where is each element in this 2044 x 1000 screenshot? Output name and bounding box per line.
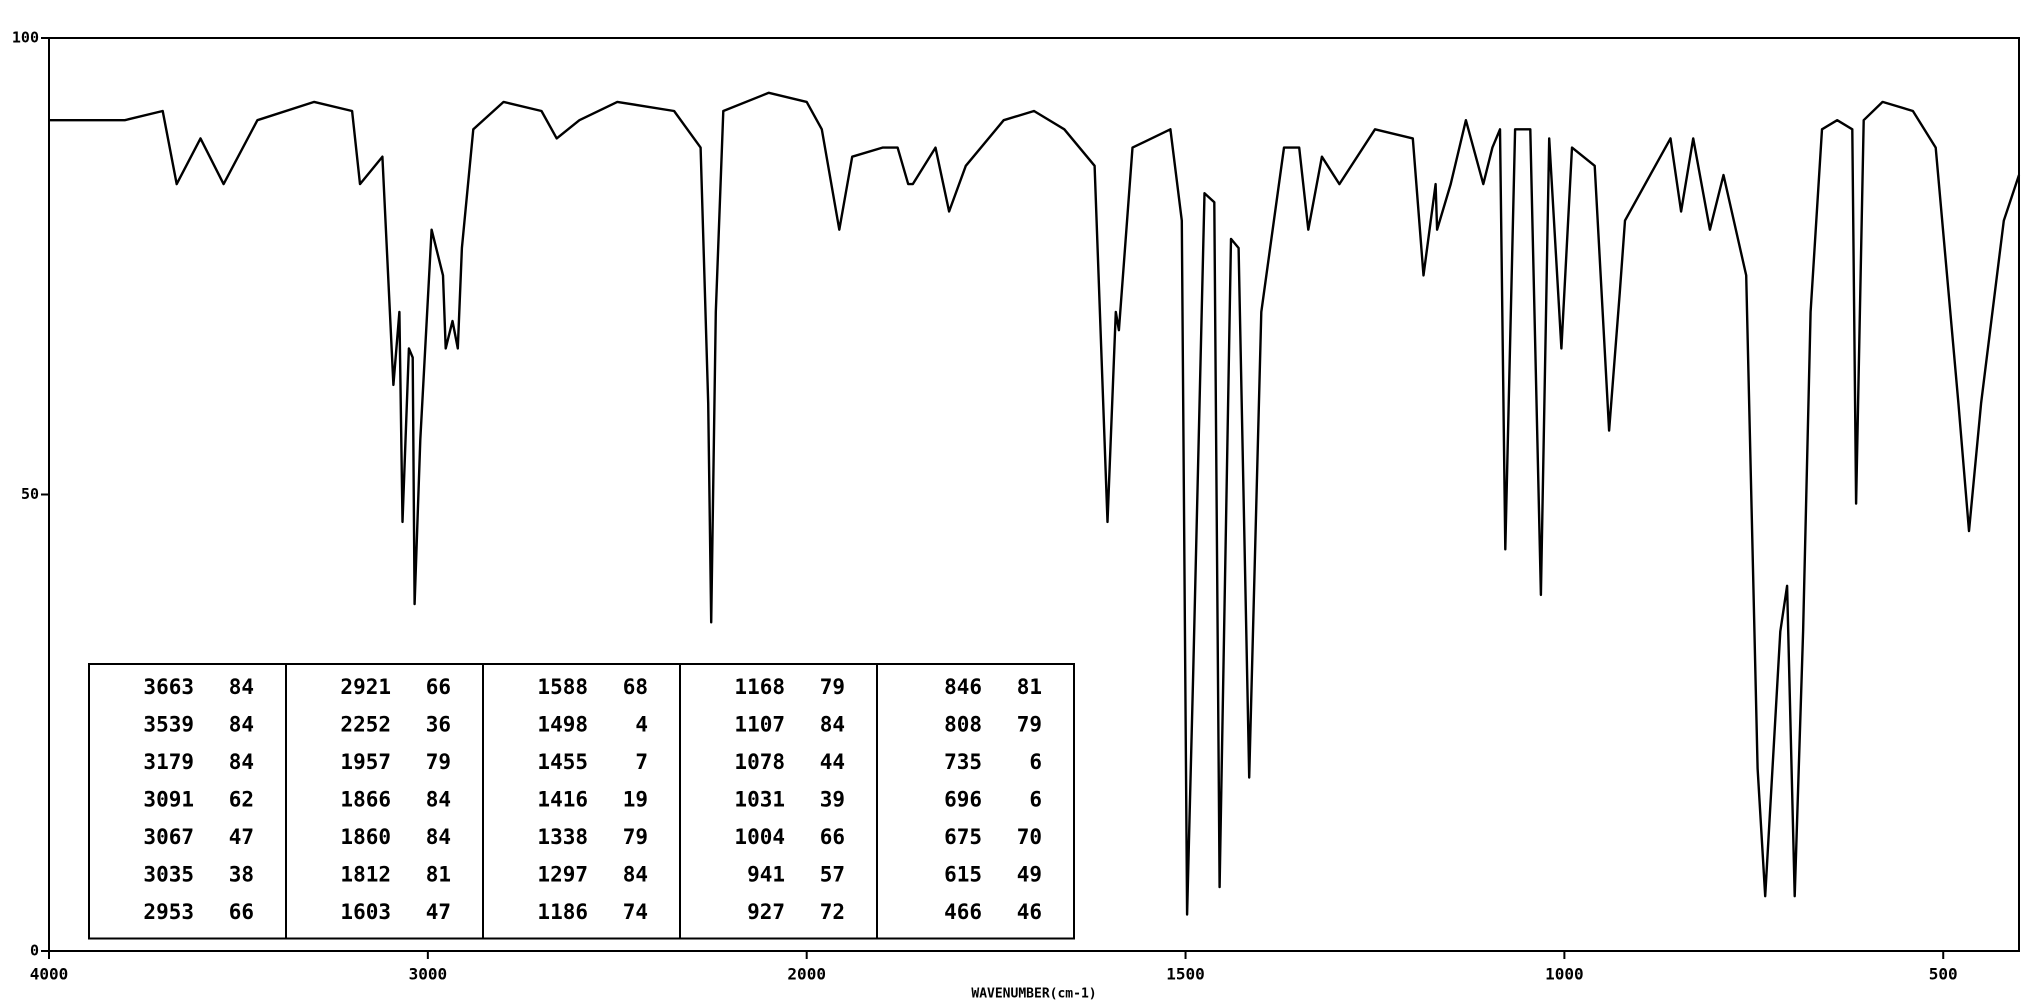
peak-transmittance: 66: [229, 900, 254, 924]
peak-transmittance: 84: [229, 750, 254, 774]
x-tick-label: 1000: [1545, 965, 1584, 984]
peak-transmittance: 6: [1029, 750, 1042, 774]
peak-transmittance: 84: [229, 713, 254, 737]
peak-wavenumber: 1107: [734, 713, 785, 737]
peak-wavenumber: 1498: [537, 713, 588, 737]
x-tick-label: 3000: [409, 965, 448, 984]
peak-transmittance: 47: [229, 825, 254, 849]
y-tick-label: 100: [12, 29, 39, 47]
peak-transmittance: 81: [426, 863, 451, 887]
peak-wavenumber: 1168: [734, 675, 785, 699]
peak-wavenumber: 927: [747, 900, 785, 924]
peak-transmittance: 79: [820, 675, 845, 699]
peak-transmittance: 36: [426, 713, 451, 737]
x-tick-label: 2000: [787, 965, 826, 984]
peak-wavenumber: 1812: [340, 863, 391, 887]
peak-transmittance: 46: [1017, 900, 1042, 924]
peak-wavenumber: 3179: [143, 750, 194, 774]
peak-wavenumber: 1455: [537, 750, 588, 774]
peak-wavenumber: 3091: [143, 788, 194, 812]
peak-wavenumber: 1603: [340, 900, 391, 924]
peak-transmittance: 7: [635, 750, 648, 774]
peak-wavenumber: 1860: [340, 825, 391, 849]
peak-wavenumber: 735: [944, 750, 982, 774]
peak-transmittance: 66: [820, 825, 845, 849]
peak-wavenumber: 3035: [143, 863, 194, 887]
peak-wavenumber: 1588: [537, 675, 588, 699]
x-tick-label: 4000: [30, 965, 69, 984]
peak-wavenumber: 846: [944, 675, 982, 699]
peak-wavenumber: 2953: [143, 900, 194, 924]
peak-transmittance: 68: [623, 675, 648, 699]
peak-wavenumber: 1031: [734, 788, 785, 812]
peak-wavenumber: 941: [747, 863, 785, 887]
peak-wavenumber: 1416: [537, 788, 588, 812]
peak-transmittance: 44: [820, 750, 845, 774]
x-tick-label: 1500: [1166, 965, 1205, 984]
peak-wavenumber: 1866: [340, 788, 391, 812]
peak-wavenumber: 3067: [143, 825, 194, 849]
x-axis-label: WAVENUMBER(cm-1): [971, 987, 1096, 1000]
peak-transmittance: 47: [426, 900, 451, 924]
peak-transmittance: 62: [229, 788, 254, 812]
peak-transmittance: 6: [1029, 788, 1042, 812]
peak-wavenumber: 615: [944, 863, 982, 887]
spectrum-line: [49, 91, 2021, 916]
peak-transmittance: 72: [820, 900, 845, 924]
peak-wavenumber: 3539: [143, 713, 194, 737]
peak-wavenumber: 1297: [537, 863, 588, 887]
peak-transmittance: 81: [1017, 675, 1042, 699]
peak-wavenumber: 675: [944, 825, 982, 849]
peak-wavenumber: 466: [944, 900, 982, 924]
peak-wavenumber: 808: [944, 713, 982, 737]
peak-transmittance: 38: [229, 863, 254, 887]
y-tick-label: 50: [21, 485, 39, 503]
peak-transmittance: 79: [1017, 713, 1042, 737]
peak-transmittance: 79: [426, 750, 451, 774]
peak-wavenumber: 3663: [143, 675, 194, 699]
peak-transmittance: 19: [623, 788, 648, 812]
peak-wavenumber: 2921: [340, 675, 391, 699]
peak-transmittance: 74: [623, 900, 648, 924]
peak-wavenumber: 1186: [537, 900, 588, 924]
peak-transmittance: 84: [623, 863, 648, 887]
peak-transmittance: 79: [623, 825, 648, 849]
peak-transmittance: 70: [1017, 825, 1042, 849]
peak-transmittance: 57: [820, 863, 845, 887]
peak-transmittance: 84: [229, 675, 254, 699]
peak-transmittance: 4: [635, 713, 648, 737]
peak-wavenumber: 1078: [734, 750, 785, 774]
peak-wavenumber: 696: [944, 788, 982, 812]
peak-wavenumber: 2252: [340, 713, 391, 737]
peak-transmittance: 39: [820, 788, 845, 812]
peak-wavenumber: 1338: [537, 825, 588, 849]
peak-wavenumber: 1004: [734, 825, 785, 849]
y-tick-label: 0: [30, 942, 39, 960]
peak-transmittance: 66: [426, 675, 451, 699]
peak-transmittance: 84: [426, 788, 451, 812]
peak-wavenumber: 1957: [340, 750, 391, 774]
peak-transmittance: 84: [426, 825, 451, 849]
table-frame: [88, 663, 1075, 940]
peak-transmittance: 84: [820, 713, 845, 737]
x-tick-label: 500: [1929, 965, 1958, 984]
peak-transmittance: 49: [1017, 863, 1042, 887]
